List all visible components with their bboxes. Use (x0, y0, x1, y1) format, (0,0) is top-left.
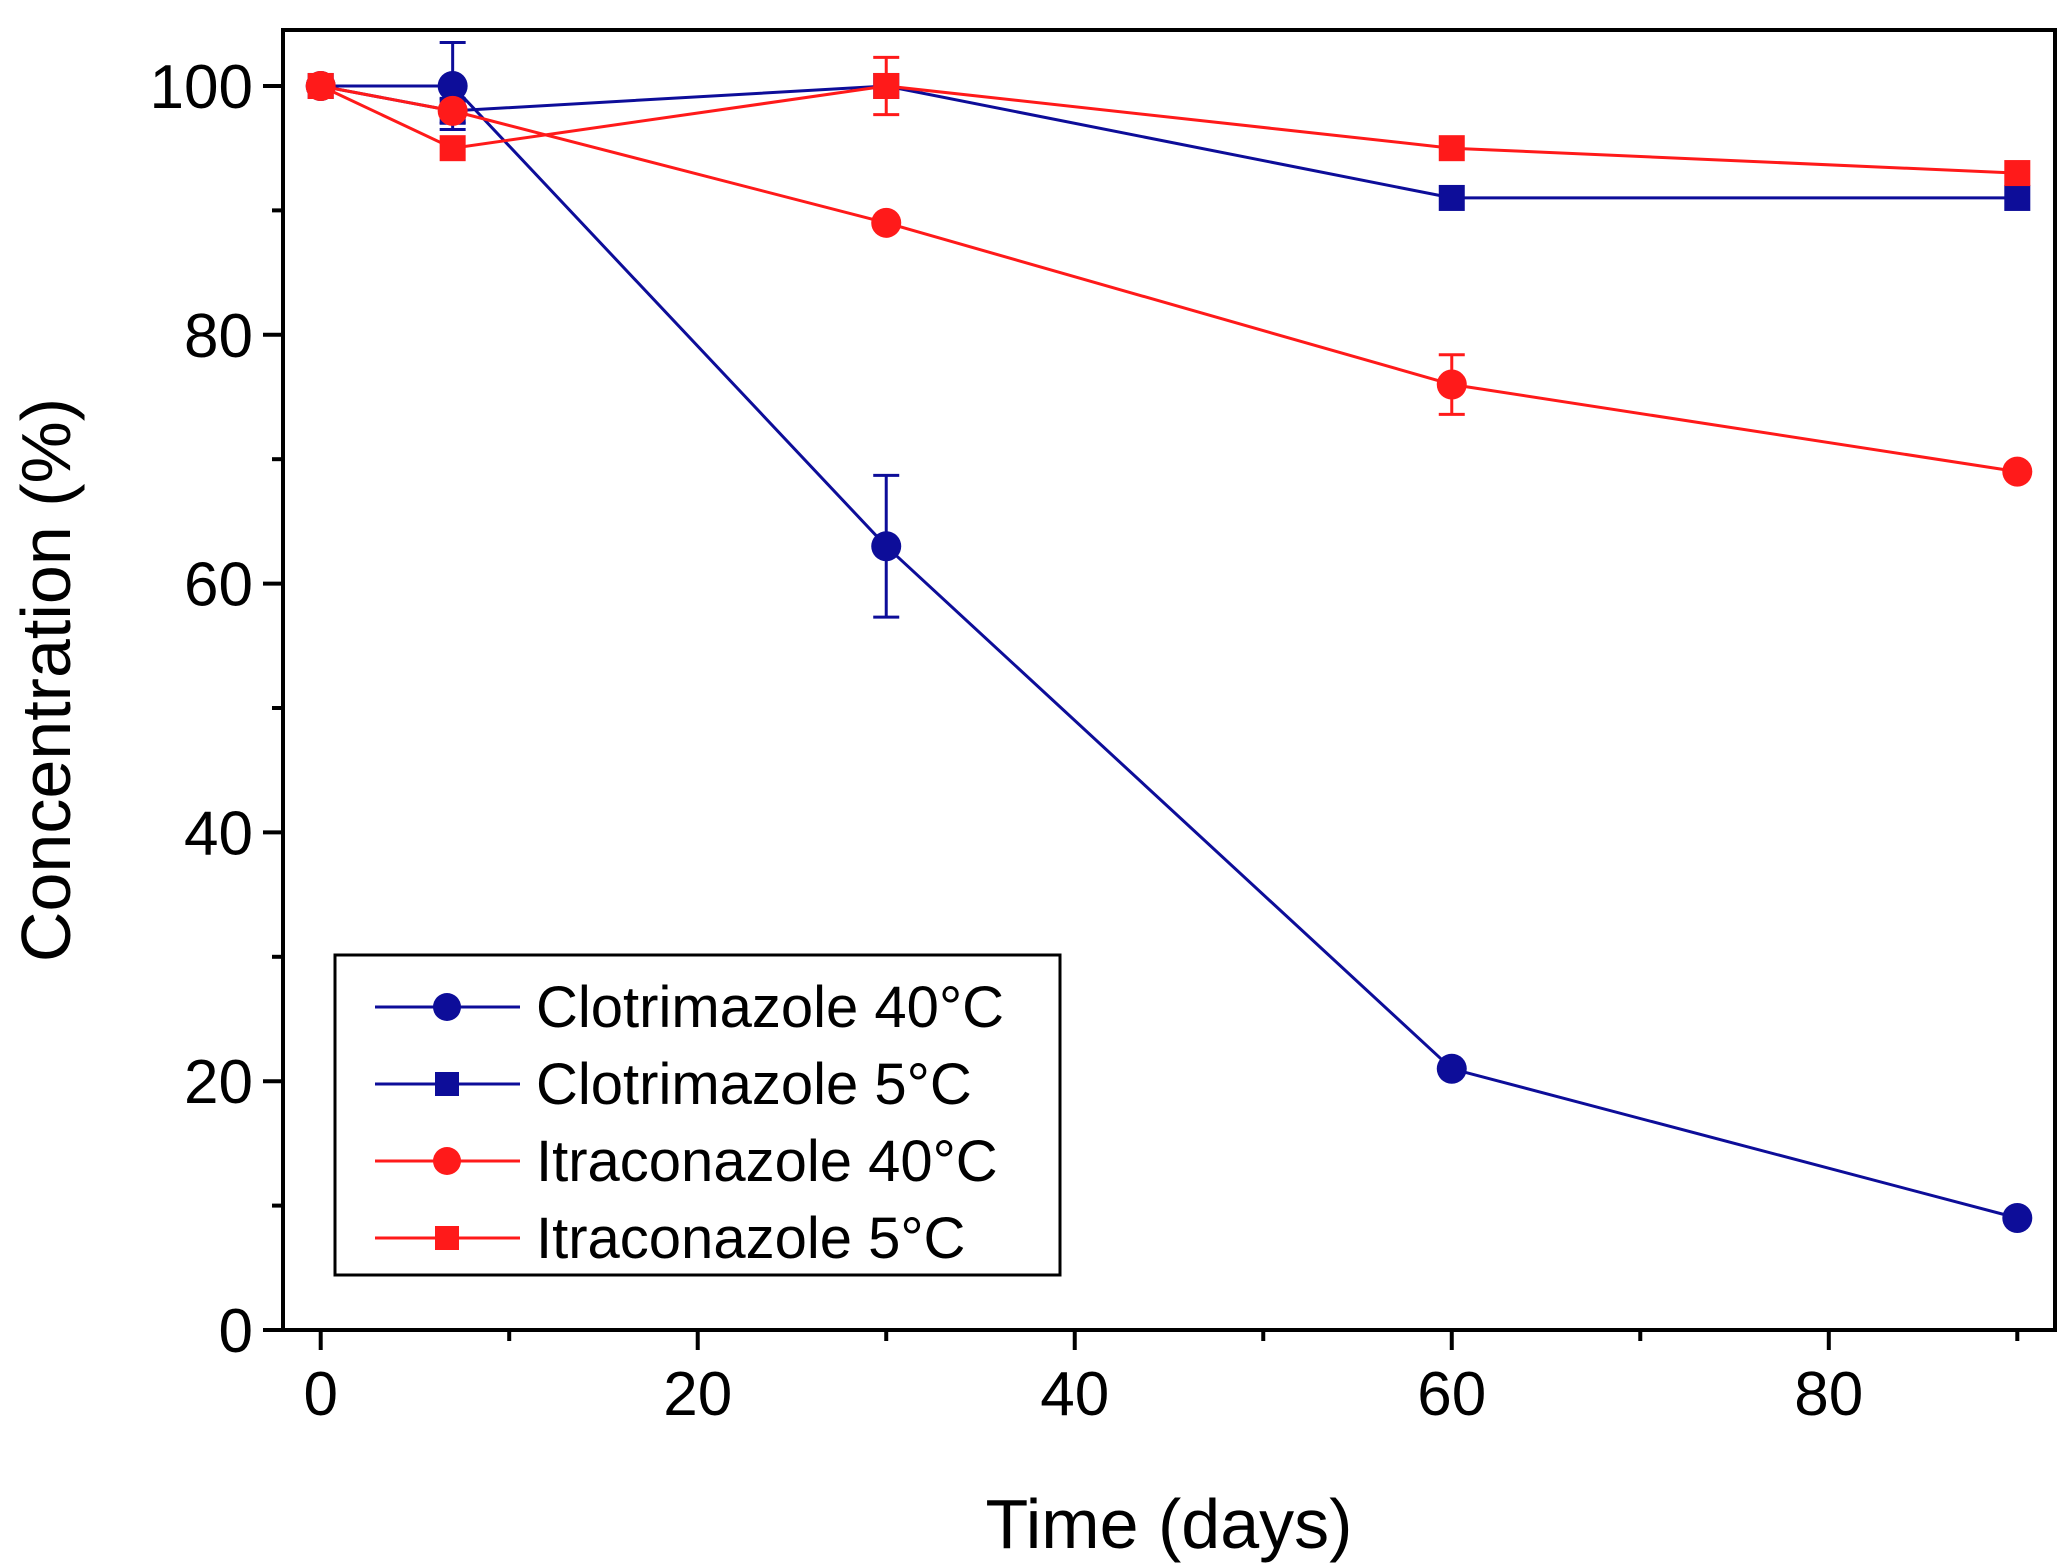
legend-label: Clotrimazole 5°C (536, 1052, 972, 1117)
x-axis-title: Time (days) (986, 1485, 1353, 1563)
x-tick-label: 20 (663, 1360, 732, 1429)
data-point (1438, 184, 1465, 211)
y-tick-label: 40 (184, 799, 253, 868)
legend-label: Clotrimazole 40°C (536, 975, 1004, 1040)
series-1 (307, 72, 2031, 211)
data-point (2004, 184, 2031, 211)
x-tick-label: 0 (303, 1360, 337, 1429)
data-point (871, 207, 902, 238)
plot-frame (281, 28, 2057, 1332)
data-point (1436, 1053, 1467, 1084)
data-point (2002, 456, 2033, 487)
y-tick-label: 100 (150, 53, 253, 122)
data-point (2004, 160, 2031, 187)
legend: Clotrimazole 40°C Clotrimazole 5°C Itracon… (333, 953, 1062, 1277)
series-0 (305, 40, 2033, 1234)
data-point (1438, 135, 1465, 162)
legend-marker (433, 993, 461, 1021)
y-tick-label: 20 (184, 1048, 253, 1117)
legend-label: Itraconazole 40°C (536, 1129, 998, 1194)
legend-marker (435, 1226, 459, 1250)
y-tick-label: 60 (184, 551, 253, 620)
series-layer (305, 40, 2033, 1234)
data-point (1436, 369, 1467, 400)
data-point (437, 70, 468, 101)
y-tick-label: 80 (184, 302, 253, 371)
x-tick-label: 40 (1040, 1360, 1109, 1429)
data-point (439, 135, 466, 162)
legend-label: Itraconazole 5°C (536, 1206, 965, 1271)
series-line (320, 84, 2018, 474)
data-point (437, 95, 468, 126)
data-point (307, 72, 334, 99)
y-axis-title: Concentration (%) (7, 398, 85, 962)
data-point (2002, 1203, 2033, 1234)
legend-marker (433, 1147, 461, 1175)
x-tick-label: 80 (1794, 1360, 1863, 1429)
x-tick-label: 60 (1417, 1360, 1486, 1429)
series-line (320, 84, 2018, 175)
data-point (871, 531, 902, 562)
axis-ticks: 0 20 40 60 80 0 20 40 60 80 100 (150, 53, 2020, 1429)
data-point (873, 72, 900, 99)
series-3 (307, 55, 2031, 187)
y-tick-label: 0 (219, 1297, 253, 1366)
legend-marker (435, 1072, 459, 1096)
